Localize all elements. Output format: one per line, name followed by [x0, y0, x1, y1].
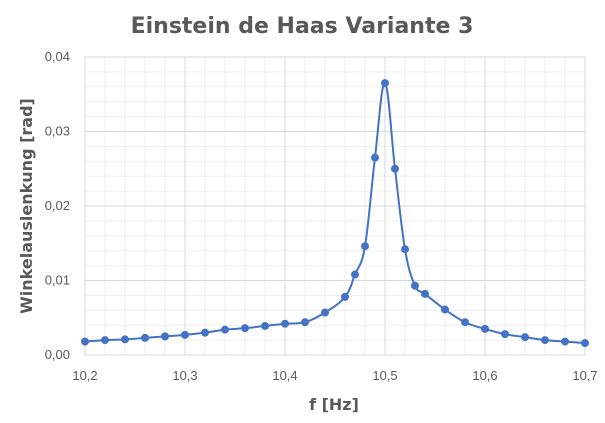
- y-tick-label: 0,01: [45, 273, 70, 288]
- y-tick-label: 0,02: [45, 198, 70, 213]
- x-tick-label: 10,3: [172, 368, 197, 383]
- data-point: [301, 318, 309, 327]
- y-axis-title: Winkelauslenkung [rad]: [17, 98, 36, 314]
- data-point: [541, 336, 549, 345]
- x-tick-label: 10,5: [372, 368, 397, 383]
- data-series: [81, 79, 589, 348]
- data-point: [281, 319, 289, 328]
- data-point: [101, 336, 109, 345]
- data-point: [241, 324, 249, 333]
- grid: [84, 56, 586, 356]
- data-point: [361, 242, 369, 251]
- data-point: [221, 325, 229, 334]
- data-point: [161, 332, 169, 341]
- data-point: [381, 79, 389, 88]
- data-point: [141, 333, 149, 342]
- chart-title: Einstein de Haas Variante 3: [131, 14, 474, 39]
- data-point: [391, 164, 399, 173]
- data-point: [421, 289, 429, 298]
- tick-labels: 10,2 10,3 10,4 10,5 10,6 10,7 0,00 0,01 0,02 0,03…: [45, 49, 598, 383]
- data-point: [441, 305, 449, 314]
- x-tick-label: 10,6: [472, 368, 497, 383]
- data-point: [561, 337, 569, 346]
- x-axis-title: f [Hz]: [309, 395, 359, 414]
- y-tick-label: 0,00: [45, 347, 70, 362]
- data-point: [411, 281, 419, 290]
- data-point: [401, 245, 409, 254]
- data-point: [261, 321, 269, 330]
- data-point: [181, 330, 189, 339]
- y-tick-label: 0,03: [45, 124, 70, 139]
- data-point: [121, 335, 129, 344]
- x-tick-label: 10,4: [272, 368, 297, 383]
- data-point: [341, 292, 349, 301]
- data-point: [501, 330, 509, 339]
- data-point: [521, 333, 529, 342]
- data-point: [321, 308, 329, 317]
- x-tick-label: 10,7: [572, 368, 597, 383]
- data-point: [581, 339, 589, 348]
- data-point: [201, 328, 209, 337]
- data-point: [481, 324, 489, 333]
- data-point: [351, 270, 359, 279]
- y-tick-label: 0,04: [45, 49, 70, 64]
- data-point: [461, 318, 469, 327]
- x-tick-label: 10,2: [72, 368, 97, 383]
- data-point: [371, 153, 379, 162]
- data-point: [81, 337, 89, 346]
